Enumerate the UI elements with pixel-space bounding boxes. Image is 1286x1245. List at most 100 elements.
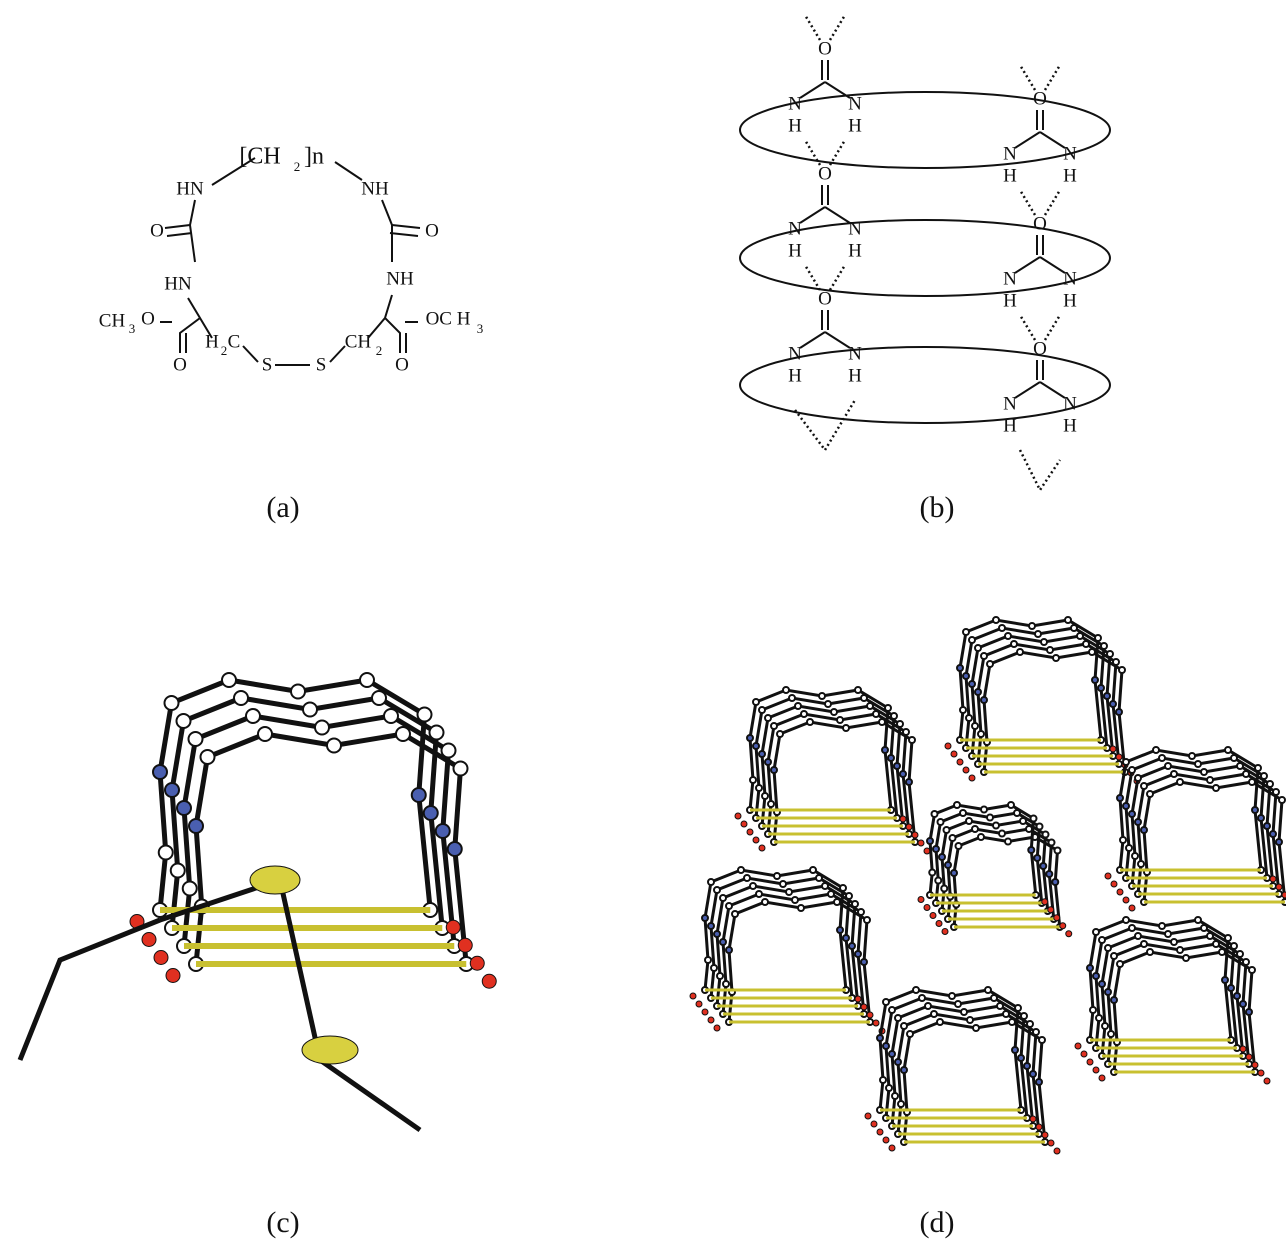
atom-ball <box>906 824 912 830</box>
atom-ball <box>1035 631 1041 637</box>
atom: O <box>818 288 832 309</box>
atom: H <box>788 240 802 261</box>
atom-ball <box>1243 959 1249 965</box>
atom-ball <box>918 840 924 846</box>
atom-ball <box>171 864 185 878</box>
atom-ball <box>1189 753 1195 759</box>
atom-ball <box>1123 897 1129 903</box>
atom-ball <box>780 881 786 887</box>
atom-ball <box>867 1012 873 1018</box>
atom-ball <box>702 915 708 921</box>
atom-ball <box>1246 1009 1252 1015</box>
atom-ball <box>900 771 906 777</box>
hbond <box>805 265 845 290</box>
atom: H <box>1003 165 1017 186</box>
atom-ball <box>765 715 771 721</box>
atom-ball <box>1075 1043 1081 1049</box>
atom-ball <box>978 834 984 840</box>
atom-ball <box>903 729 909 735</box>
atom-ball <box>166 969 180 983</box>
sulfur <box>250 866 300 894</box>
atom: 3 <box>129 321 136 336</box>
atom: NH <box>361 178 389 199</box>
atom-ball <box>1123 917 1129 923</box>
atom: HN <box>164 273 192 294</box>
atom: N <box>848 93 862 114</box>
atom-ball <box>895 1015 901 1021</box>
atom-ball <box>436 824 450 838</box>
atom-ball <box>756 891 762 897</box>
atom-ball <box>1117 889 1123 895</box>
atom-ball <box>1090 1007 1096 1013</box>
atom-ball <box>1165 931 1171 937</box>
atom-ball <box>944 827 950 833</box>
atom-ball <box>909 737 915 743</box>
atom-ball <box>1108 1031 1114 1037</box>
atom-ball <box>303 703 317 717</box>
hbond <box>1020 190 1060 215</box>
atom-ball <box>1055 848 1061 854</box>
atom-ball <box>1099 981 1105 987</box>
atom: N <box>788 343 802 364</box>
atom-ball <box>987 661 993 667</box>
atom-ball <box>825 701 831 707</box>
atom: N <box>1063 143 1077 164</box>
atom-ball <box>912 832 918 838</box>
atom-ball <box>963 767 969 773</box>
atom-ball <box>1096 1015 1102 1021</box>
atom-ball <box>1110 746 1116 752</box>
atom-ball <box>819 693 825 699</box>
atom-ball <box>858 909 864 915</box>
atom-ball <box>1102 1023 1108 1029</box>
atom-ball <box>981 653 987 659</box>
atom-ball <box>738 867 744 873</box>
atom: H <box>1003 290 1017 311</box>
atom-ball <box>1119 667 1125 673</box>
atom-ball <box>1087 965 1093 971</box>
atom: CH <box>99 310 126 331</box>
atom-ball <box>750 777 756 783</box>
atom-ball <box>1255 765 1261 771</box>
atom-ball <box>913 987 919 993</box>
atom-ball <box>1036 1124 1042 1130</box>
bond <box>800 185 850 223</box>
atom-ball <box>900 816 906 822</box>
atom-ball <box>891 713 897 719</box>
panel-label: (a) <box>266 491 299 524</box>
atom-ball <box>918 897 924 903</box>
atom-ball <box>159 846 173 860</box>
atom-ball <box>999 625 1005 631</box>
atom-ball <box>907 1031 913 1037</box>
hbond <box>795 400 1060 490</box>
atom-ball <box>1228 985 1234 991</box>
atom-ball <box>883 1043 889 1049</box>
atom-ball <box>1048 1140 1054 1146</box>
atom-ball <box>843 725 849 731</box>
atom: N <box>848 343 862 364</box>
atom-ball <box>750 883 756 889</box>
atom-ball <box>783 687 789 693</box>
atom: H <box>788 115 802 136</box>
atom-ball <box>1012 1047 1018 1053</box>
atom-ball <box>177 801 191 815</box>
atom-ball <box>942 929 948 935</box>
atom-ball <box>1126 845 1132 851</box>
atom: ]n <box>304 144 324 170</box>
atom-ball <box>885 705 891 711</box>
atom-ball <box>966 715 972 721</box>
atom-ball <box>1047 647 1053 653</box>
atom-ball <box>1195 761 1201 767</box>
atom-ball <box>1183 955 1189 961</box>
atom-ball <box>1098 685 1104 691</box>
atom-ball <box>726 947 732 953</box>
atom-ball <box>418 708 432 722</box>
atom-ball <box>720 895 726 901</box>
atom-ball <box>482 974 496 988</box>
atom-ball <box>807 719 813 725</box>
atom: H <box>848 240 862 261</box>
atom-ball <box>951 751 957 757</box>
atom-ball <box>177 714 191 728</box>
atom-ball <box>924 905 930 911</box>
atom-ball <box>1099 1075 1105 1081</box>
atom-ball <box>1129 925 1135 931</box>
